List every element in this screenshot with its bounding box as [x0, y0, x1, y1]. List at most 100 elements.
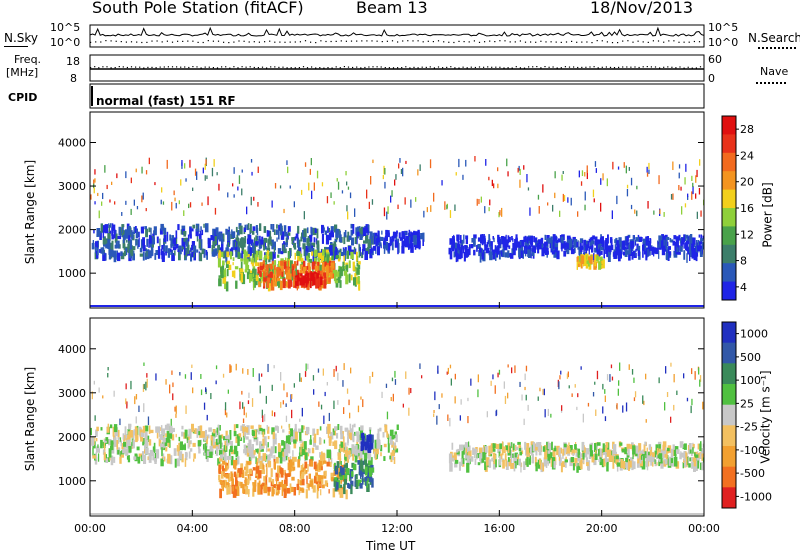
power-region-4-cell — [303, 260, 306, 267]
velocity-region-2-cell — [287, 462, 291, 471]
nave-dot — [671, 66, 673, 68]
power-region-0-cell — [212, 249, 216, 257]
power-region-0-cell — [163, 234, 166, 243]
velocity-region-2-cell — [331, 477, 335, 482]
nave-dot — [687, 66, 689, 68]
velocity-region-0-cell — [127, 435, 131, 443]
velocity-region-0-cell — [244, 427, 249, 433]
power-region-0-cell — [344, 230, 347, 237]
velocity-speckle — [242, 368, 244, 374]
velocity-region-1-cell — [608, 449, 612, 457]
velocity-region-3-cell — [371, 478, 374, 488]
velocity-colorbar-segment — [722, 342, 736, 364]
power-region-2-cell — [648, 247, 652, 251]
power-region-0-cell — [156, 236, 159, 244]
velocity-region-0-cell — [272, 439, 275, 449]
nsearch-dot — [330, 40, 332, 43]
velocity-region-1-cell — [594, 453, 598, 460]
power-region-1-cell — [404, 242, 408, 248]
velocity-speckle — [190, 372, 192, 380]
power-region-0-cell — [356, 231, 360, 237]
power-region-2-cell — [566, 243, 569, 249]
velocity-region-1-cell — [470, 456, 474, 462]
power-region-0-cell — [111, 240, 114, 251]
nave-dot — [167, 66, 169, 68]
velocity-region-1-cell — [564, 459, 568, 463]
power-region-0-cell — [241, 245, 245, 254]
power-speckle — [121, 212, 123, 216]
power-region-0-cell — [277, 248, 282, 254]
velocity-region-3-cell — [366, 480, 368, 488]
power-region-0-cell — [329, 245, 333, 254]
nave-dot — [286, 67, 288, 69]
nsearch-dot — [627, 40, 629, 42]
velocity-region-0-cell — [212, 436, 215, 446]
power-region-2-cell — [504, 252, 508, 258]
power-region-2-cell — [691, 241, 694, 246]
velocity-region-2-cell — [252, 483, 254, 489]
power-region-0-cell — [163, 245, 166, 252]
power-speckle — [214, 207, 217, 215]
power-speckle — [581, 170, 584, 177]
power-speckle — [415, 197, 417, 202]
velocity-region-0-cell — [188, 428, 192, 436]
power-region-6-cell — [584, 254, 587, 265]
power-region-0-cell — [100, 247, 104, 254]
velocity-region-0-cell — [332, 428, 335, 436]
velocity-region-1-cell — [619, 442, 623, 446]
power-ytick-label: 3000 — [58, 180, 86, 193]
power-region-0-cell — [357, 229, 361, 234]
power-region-2-cell — [600, 246, 604, 251]
velocity-region-1-cell — [660, 449, 665, 459]
velocity-speckle — [328, 412, 330, 422]
power-region-2-cell — [493, 237, 495, 243]
power-region-0-cell — [231, 231, 236, 238]
power-region-4-cell — [323, 279, 327, 289]
power-speckle — [189, 202, 192, 208]
power-region-3-cell — [274, 260, 277, 267]
velocity-region-0-cell — [154, 453, 156, 459]
power-region-2-cell — [661, 247, 666, 256]
power-region-3-cell — [335, 276, 337, 280]
power-region-0-cell — [293, 237, 296, 241]
power-region-0-cell — [363, 240, 367, 244]
power-region-3-cell — [244, 269, 248, 273]
power-speckle — [232, 183, 234, 187]
power-speckle — [368, 201, 370, 210]
power-region-4-cell — [269, 271, 273, 278]
velocity-region-0-cell — [165, 447, 168, 452]
power-region-0-cell — [340, 239, 342, 243]
velocity-region-1-cell — [523, 461, 526, 470]
velocity-region-0-cell — [209, 445, 213, 451]
power-region-3-cell — [251, 257, 254, 263]
velocity-speckle — [299, 418, 301, 422]
power-region-2-cell — [491, 249, 495, 256]
velocity-region-0-cell — [243, 435, 245, 443]
velocity-region-1-cell — [547, 453, 551, 464]
power-region-3-cell — [225, 261, 229, 268]
power-speckle — [600, 178, 602, 185]
velocity-ytick-label: 4000 — [58, 343, 86, 356]
velocity-speckle — [333, 369, 335, 377]
velocity-region-1-cell — [574, 457, 578, 467]
power-region-0-cell — [308, 244, 312, 252]
power-region-3-cell — [230, 251, 232, 260]
power-region-2-cell — [522, 250, 524, 259]
velocity-region-1-cell — [680, 452, 685, 458]
power-region-1-cell — [422, 232, 425, 242]
nave-dot — [327, 67, 329, 69]
velocity-region-2-cell — [252, 488, 255, 497]
power-region-2-cell — [596, 249, 600, 258]
power-region-2-cell — [634, 239, 637, 246]
nsearch-dot — [269, 40, 271, 42]
power-region-3-cell — [228, 264, 232, 270]
power-region-2-cell — [683, 234, 685, 240]
velocity-speckle — [386, 411, 389, 420]
power-speckle — [185, 178, 187, 182]
velocity-region-0-cell — [237, 456, 240, 465]
velocity-region-0-cell — [265, 455, 268, 460]
nave-dot — [691, 67, 693, 69]
velocity-speckle — [519, 381, 521, 387]
power-region-4-cell — [271, 273, 275, 281]
velocity-region-1-cell — [688, 463, 691, 468]
